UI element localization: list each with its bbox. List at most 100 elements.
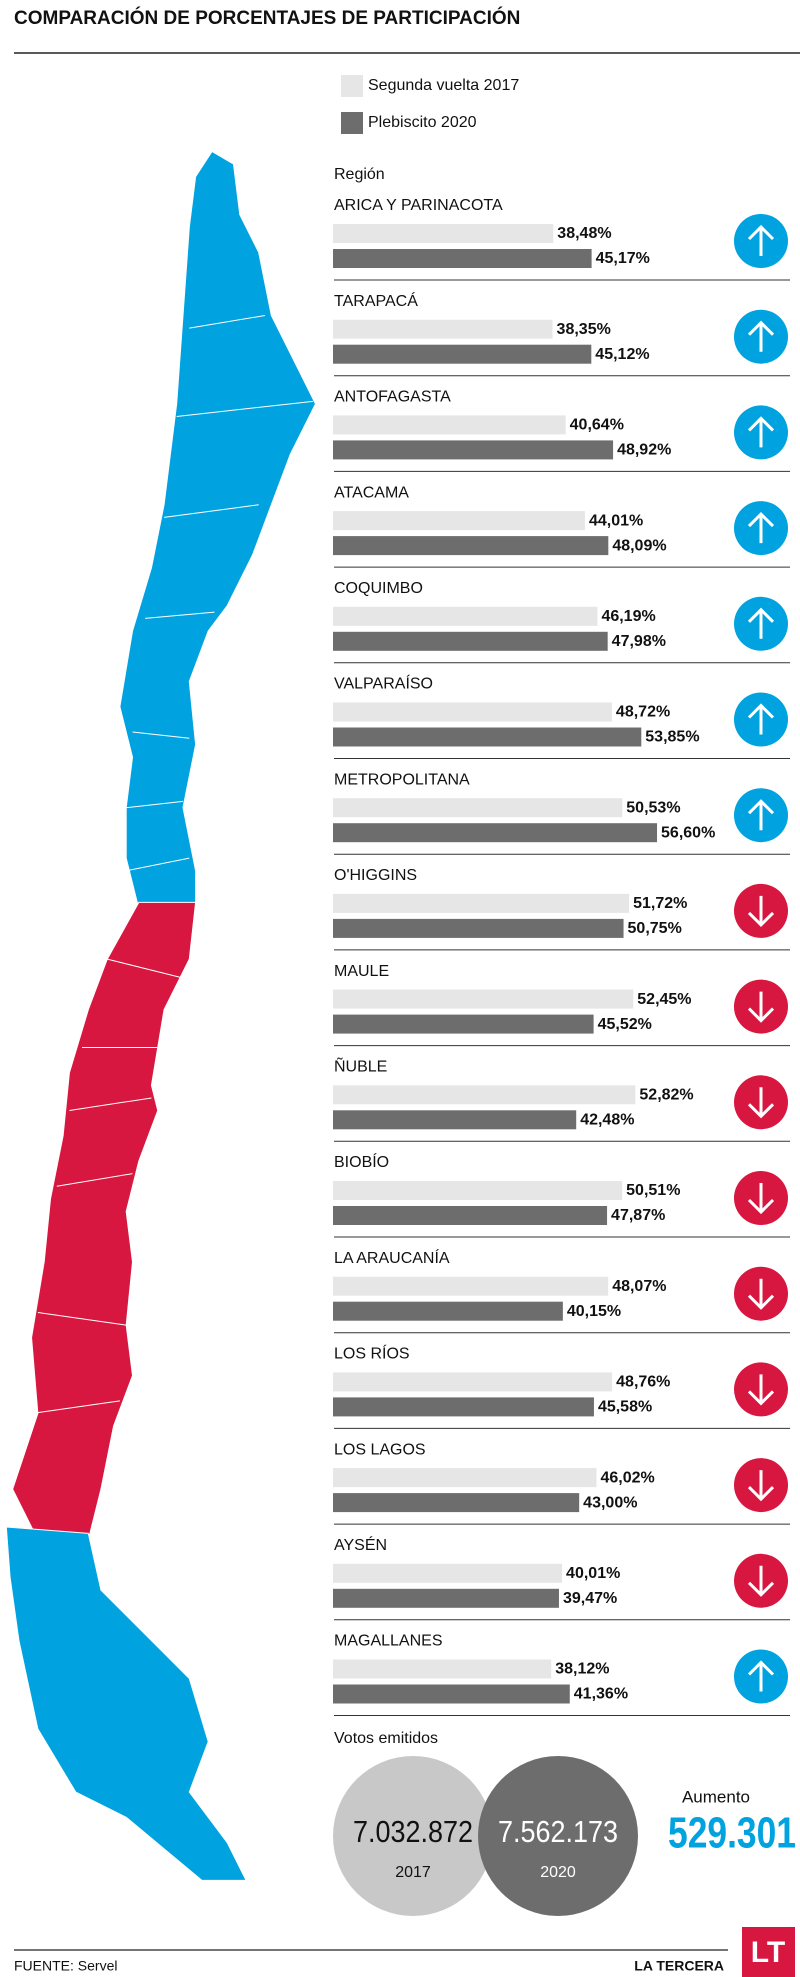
value-label: 50,51% [626, 1182, 680, 1199]
value-label: 50,53% [626, 799, 680, 816]
legend-swatch [341, 112, 363, 134]
trend-arrow [747, 1183, 775, 1215]
trend-arrow [747, 703, 775, 735]
votes-title: Votos emitidos [334, 1730, 438, 1747]
logo: LT [751, 1936, 785, 1969]
bar [333, 798, 623, 818]
trend-arrow [747, 1087, 775, 1119]
trend-arrow [747, 799, 775, 831]
bar-chart: Segunda vuelta 2017 Plebiscito 2020 Región… [333, 75, 790, 1716]
region-label: AYSÉN [334, 1535, 387, 1554]
trend-up [734, 788, 788, 843]
trend-arrow [747, 1278, 775, 1310]
value-label: 48,09% [612, 537, 666, 554]
value-label: 45,52% [598, 1016, 652, 1033]
bar [333, 1301, 563, 1321]
legend-label: Segunda vuelta 2017 [368, 77, 519, 94]
increase-value: 529.301 [668, 1809, 796, 1858]
value-label: 38,12% [555, 1661, 609, 1678]
trend-down [734, 1171, 788, 1225]
value-label: 56,60% [661, 824, 715, 841]
value-label: 52,82% [639, 1087, 693, 1104]
region-label: ARICA Y PARINACOTA [334, 197, 503, 214]
region-label: MAULE [334, 963, 389, 980]
votes-value: 7.032.872 [353, 1814, 473, 1849]
value-label: 51,72% [633, 895, 687, 912]
trend-up [734, 501, 788, 556]
bar [333, 631, 608, 651]
bar [333, 989, 634, 1009]
bar [333, 1468, 597, 1488]
value-label: 47,98% [612, 633, 666, 650]
trend-down [734, 1458, 788, 1513]
value-label: 50,75% [628, 920, 682, 937]
value-label: 45,17% [596, 250, 650, 267]
legend-label: Plebiscito 2020 [368, 114, 477, 131]
trend-down [734, 1266, 788, 1321]
votes-value: 7.562.173 [498, 1814, 618, 1849]
bar [333, 1181, 623, 1200]
trend-arrow [747, 320, 775, 352]
value-label: 40,64% [570, 417, 624, 434]
trend-arrow [747, 511, 775, 544]
value-label: 43,00% [583, 1494, 637, 1511]
trend-up [734, 692, 788, 747]
votes-year: 2017 [395, 1864, 431, 1881]
value-label: 40,15% [567, 1303, 621, 1320]
value-label: 45,58% [598, 1399, 652, 1416]
trend-down [734, 979, 788, 1034]
value-label: 45,12% [595, 346, 649, 363]
increase-label: Aumento [682, 1787, 750, 1806]
region-label: COQUIMBO [334, 580, 423, 597]
votes-circle-2020 [478, 1756, 638, 1916]
logo-box [742, 1927, 795, 1977]
category-header: Región [334, 166, 385, 183]
bar [333, 249, 592, 268]
bar [333, 727, 642, 747]
trend-arrow [747, 895, 775, 928]
bar [333, 702, 612, 722]
trend-up [734, 596, 788, 651]
value-label: 40,01% [566, 1565, 620, 1582]
region-label: LOS RÍOS [334, 1344, 410, 1363]
trend-down [734, 1075, 788, 1130]
source: FUENTE: Servel [14, 1958, 117, 1974]
bar [333, 319, 553, 339]
value-label: 46,19% [601, 608, 655, 625]
votes-circle-2017 [333, 1756, 493, 1916]
trend-arrow [747, 1565, 775, 1597]
region-label: LOS LAGOS [334, 1441, 426, 1458]
bar [333, 1397, 594, 1417]
trend-up [734, 309, 788, 364]
bar [333, 1493, 580, 1513]
value-label: 41,36% [574, 1686, 628, 1703]
value-label: 38,35% [557, 321, 611, 338]
map-center [12, 901, 197, 1541]
trend-down [734, 1362, 788, 1417]
map [5, 150, 317, 1881]
bar [333, 606, 598, 626]
bar [333, 536, 609, 556]
trend-arrow [747, 991, 775, 1023]
bar [333, 1085, 636, 1105]
bar [333, 893, 630, 913]
value-label: 46,02% [600, 1469, 654, 1486]
value-label: 53,85% [645, 729, 699, 746]
bar [333, 1588, 559, 1608]
bar [333, 1014, 594, 1034]
bar [333, 1563, 563, 1583]
value-label: 52,45% [637, 991, 691, 1008]
value-label: 38,48% [557, 225, 611, 242]
trend-arrow [747, 224, 775, 256]
bar [333, 1206, 608, 1225]
bar [333, 1659, 552, 1679]
trend-up [734, 405, 788, 460]
bar [333, 344, 592, 364]
bar [333, 1276, 609, 1296]
value-label: 42,48% [580, 1112, 634, 1129]
trend-up [734, 1649, 788, 1704]
trend-up [734, 214, 788, 268]
region-label: MAGALLANES [334, 1633, 442, 1650]
value-label: 48,76% [616, 1374, 670, 1391]
trend-arrow [747, 416, 775, 448]
